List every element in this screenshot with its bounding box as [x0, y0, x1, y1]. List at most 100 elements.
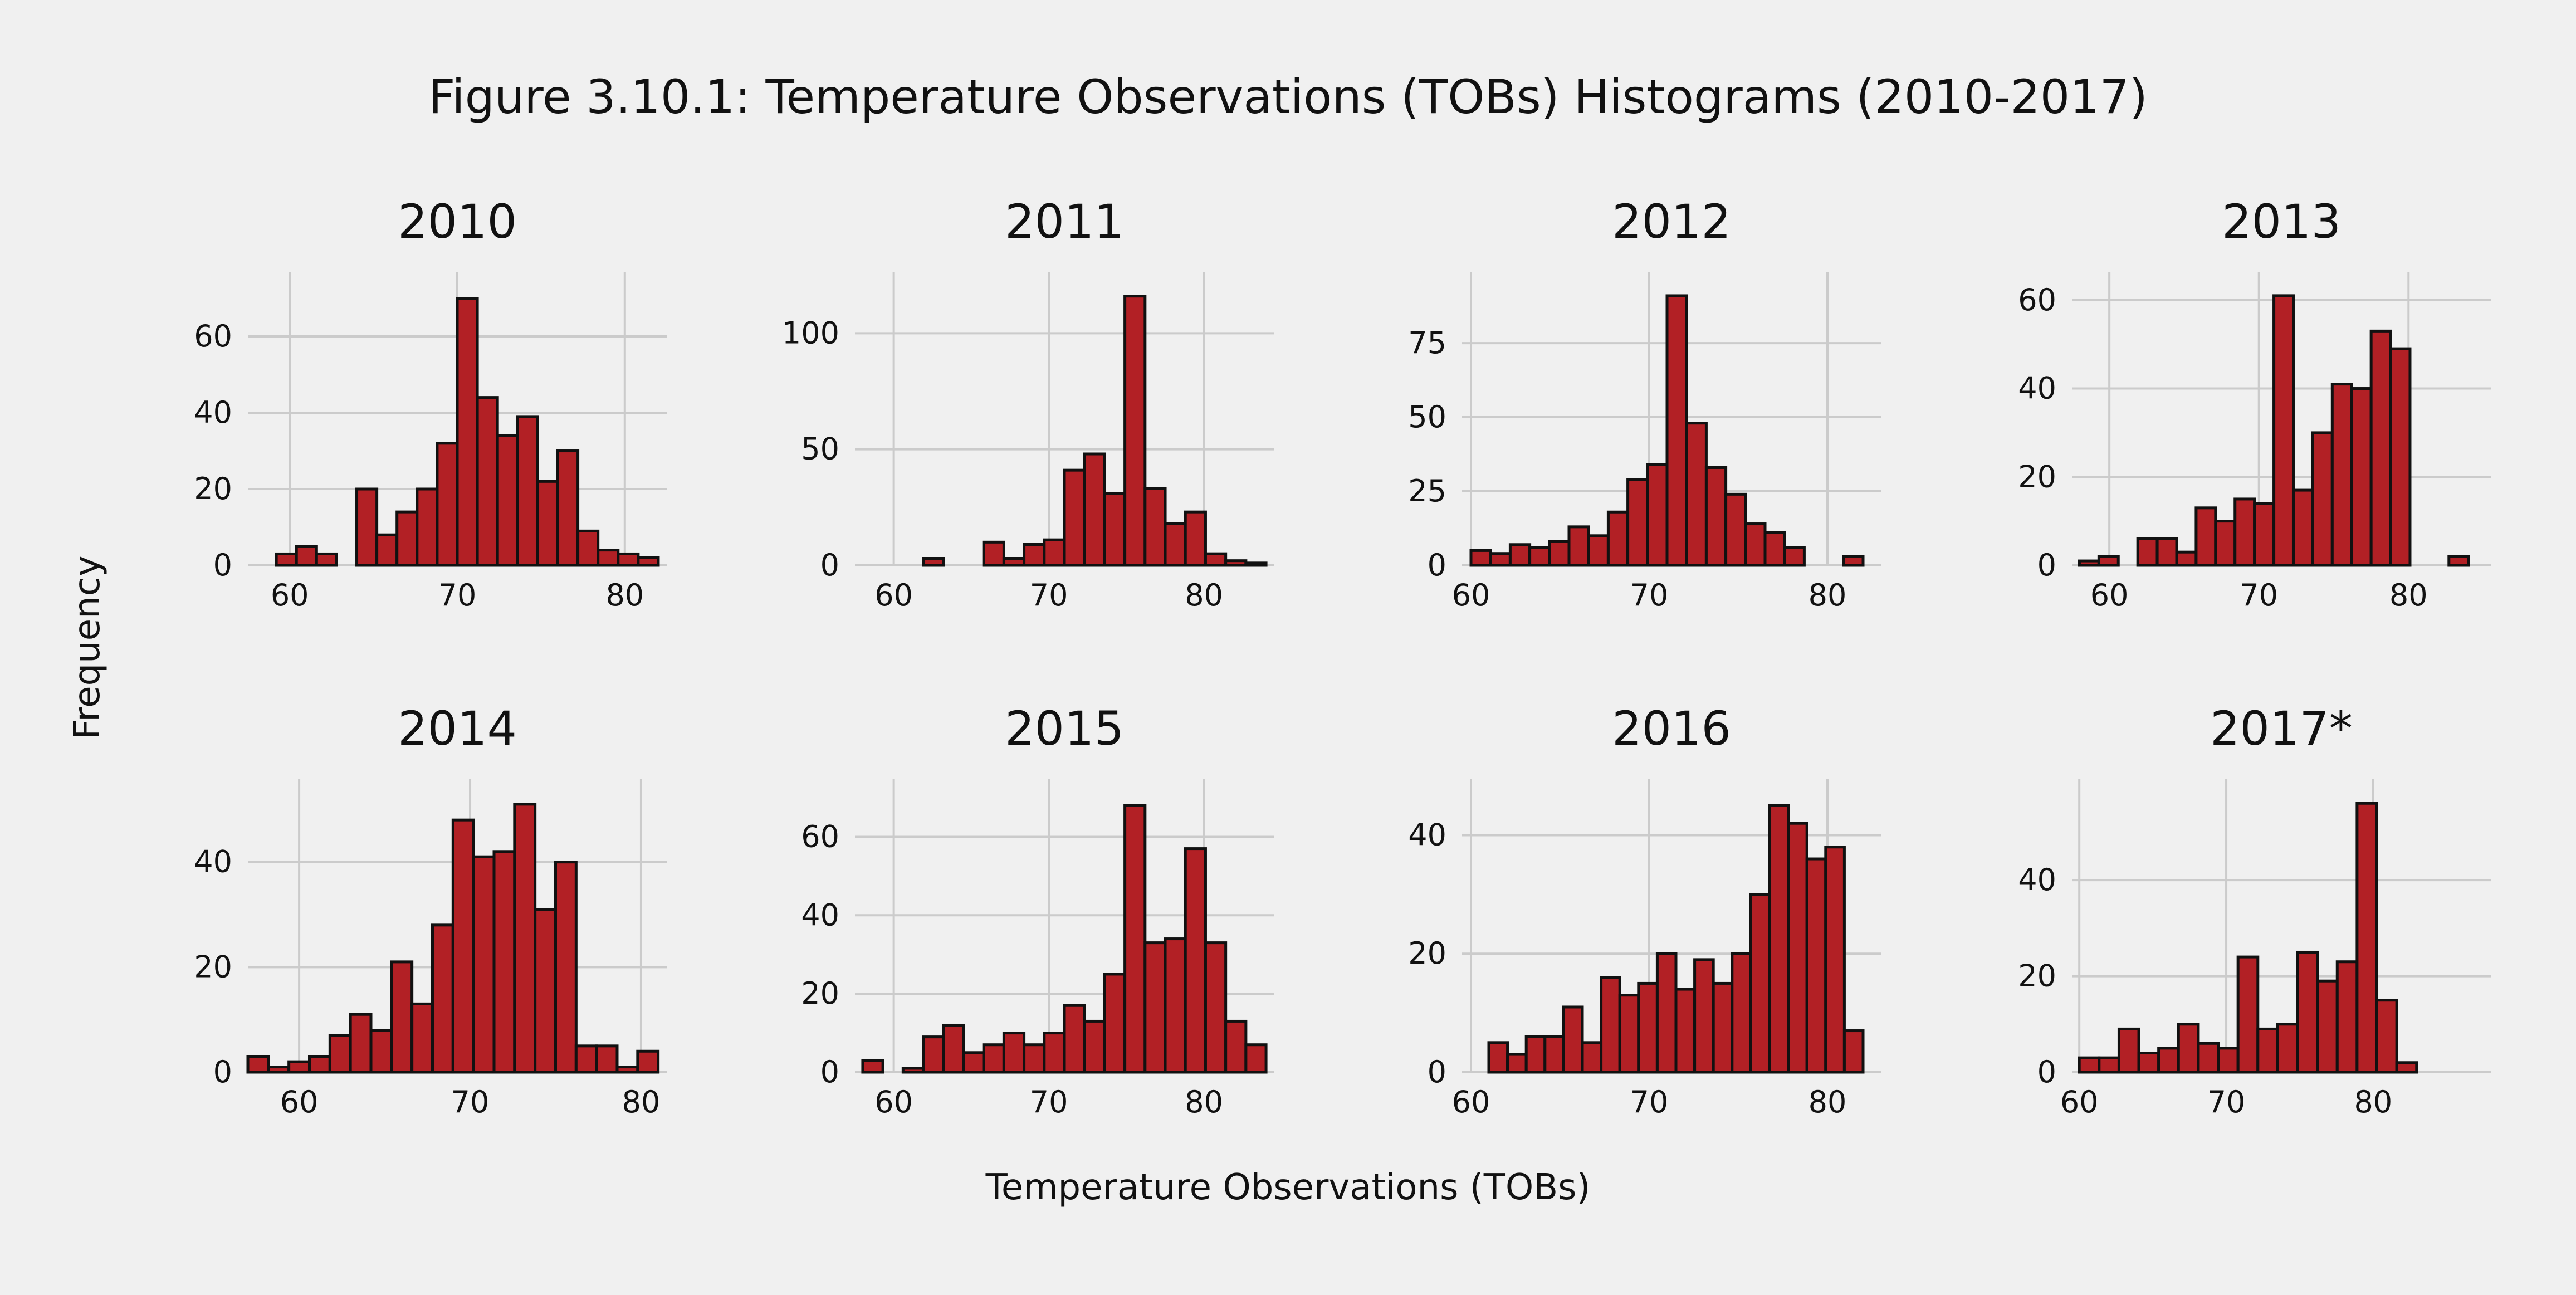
histogram-bar [2197, 1042, 2220, 1074]
histogram-bar [982, 540, 1005, 567]
histogram-bar [2335, 960, 2359, 1074]
histogram-bar [2296, 950, 2319, 1074]
histogram-bar [2447, 555, 2470, 567]
histogram-bar [901, 1067, 925, 1074]
histogram-2017: 0 20 40 60 70 80 2017* [2018, 701, 2491, 1120]
histogram-bar [1724, 492, 1747, 567]
histogram-bar [1626, 478, 1649, 567]
y-tick-label: 60 [194, 319, 232, 354]
histogram-bar [410, 1002, 434, 1074]
histogram-bar [1184, 847, 1207, 1074]
y-tick-label: 20 [2018, 959, 2056, 994]
histogram-bar [2355, 802, 2379, 1074]
figure-title: Figure 3.10.1: Temperature Observations … [428, 70, 2148, 124]
histogram-bar [1646, 463, 1669, 567]
histogram-bar [349, 1013, 373, 1074]
histogram-bar [1528, 546, 1551, 567]
x-tick-label: 70 [451, 1084, 490, 1120]
histogram-bar [1063, 468, 1086, 567]
histogram-bar [2098, 1056, 2120, 1074]
histogram-bar [536, 480, 559, 567]
x-tick-label: 60 [874, 578, 913, 613]
histogram-bar [1787, 822, 1808, 1074]
y-tick-label: 0 [820, 548, 839, 583]
histogram-bar [1204, 941, 1228, 1074]
histogram-bar [556, 449, 580, 567]
histogram-bar [1123, 295, 1147, 567]
histogram-bar [496, 434, 519, 567]
histogram-bar [1824, 846, 1846, 1074]
histogram-bar [436, 442, 459, 567]
histogram-bar [1508, 543, 1532, 567]
histogram-bar [1063, 1004, 1086, 1074]
histogram-bar [355, 487, 379, 567]
histogram-bar [1712, 981, 1734, 1074]
x-tick-label: 70 [1030, 1084, 1068, 1120]
histogram-bar [2350, 387, 2373, 567]
histogram-bar [1469, 549, 1492, 567]
y-tick-label: 40 [1408, 817, 1446, 852]
histogram-bar [1204, 552, 1228, 567]
y-tick-label: 40 [801, 897, 839, 932]
histogram-bar [2395, 1061, 2418, 1074]
histogram-bar [1103, 492, 1127, 567]
histogram-bar [1587, 534, 1610, 567]
histogram-bar [597, 549, 620, 567]
histogram-bar [275, 552, 298, 567]
histogram-bar [1674, 988, 1697, 1074]
histogram-bar [1244, 561, 1268, 567]
subplot-title: 2014 [398, 701, 517, 756]
x-tick-label: 80 [1185, 578, 1223, 613]
histogram-bar [369, 1029, 393, 1074]
histogram-2014: 0 20 40 60 70 80 2014 [194, 701, 667, 1120]
histogram-bar [574, 1044, 598, 1074]
histogram-2016: 0 20 40 60 70 80 2016 [1408, 701, 1881, 1120]
histogram-2010: 0 20 40 60 60 70 80 2010 [194, 194, 667, 613]
x-tick-label: 70 [438, 578, 477, 613]
x-tick-label: 80 [1808, 578, 1847, 613]
histogram-bar [962, 1051, 985, 1074]
x-tick-label: 60 [874, 1084, 913, 1120]
histogram-bar [1524, 1035, 1547, 1074]
histogram-bar [315, 552, 338, 567]
y-tick-label: 60 [2018, 282, 2056, 317]
histogram-bar [2375, 999, 2398, 1074]
histogram-bar [2137, 1052, 2160, 1074]
histogram-bar [1164, 522, 1187, 567]
histogram-bar [861, 1059, 884, 1074]
x-tick-label: 80 [605, 578, 644, 613]
histogram-bar [1002, 1032, 1026, 1074]
y-tick-label: 40 [194, 395, 232, 430]
y-tick-label: 75 [1408, 325, 1446, 360]
histogram-bar [1600, 976, 1621, 1074]
histogram-bar [2117, 1027, 2140, 1074]
y-tick-label: 20 [801, 976, 839, 1011]
histogram-bar [1618, 994, 1640, 1074]
histogram-bar [246, 1055, 270, 1074]
histogram-bar [472, 855, 496, 1074]
histogram-bar [431, 923, 454, 1074]
histogram-bar [1244, 1043, 1268, 1074]
y-tick-label: 50 [801, 432, 839, 467]
histogram-bar [1103, 973, 1127, 1074]
histogram-bar [1224, 559, 1248, 567]
histogram-bar [2389, 347, 2412, 567]
histogram-bar [1083, 1019, 1106, 1074]
x-tick-label: 70 [1030, 578, 1068, 613]
histogram-bar [615, 1066, 639, 1074]
y-tick-label: 40 [2018, 862, 2056, 897]
histogram-bar [2157, 1047, 2180, 1074]
histogram-bar [390, 960, 414, 1074]
histogram-bar [2236, 955, 2260, 1074]
histogram-bar [1842, 555, 1865, 567]
histogram-bar [2136, 537, 2159, 567]
x-tick-label: 80 [1808, 1084, 1847, 1120]
histogram-bar [492, 850, 516, 1074]
y-tick-label: 0 [213, 1054, 232, 1089]
histogram-bar [1489, 552, 1512, 567]
histogram-bar [554, 861, 578, 1074]
histogram-bar [2253, 502, 2276, 567]
histogram-bar [307, 1055, 331, 1074]
histogram-bar [1043, 538, 1066, 567]
